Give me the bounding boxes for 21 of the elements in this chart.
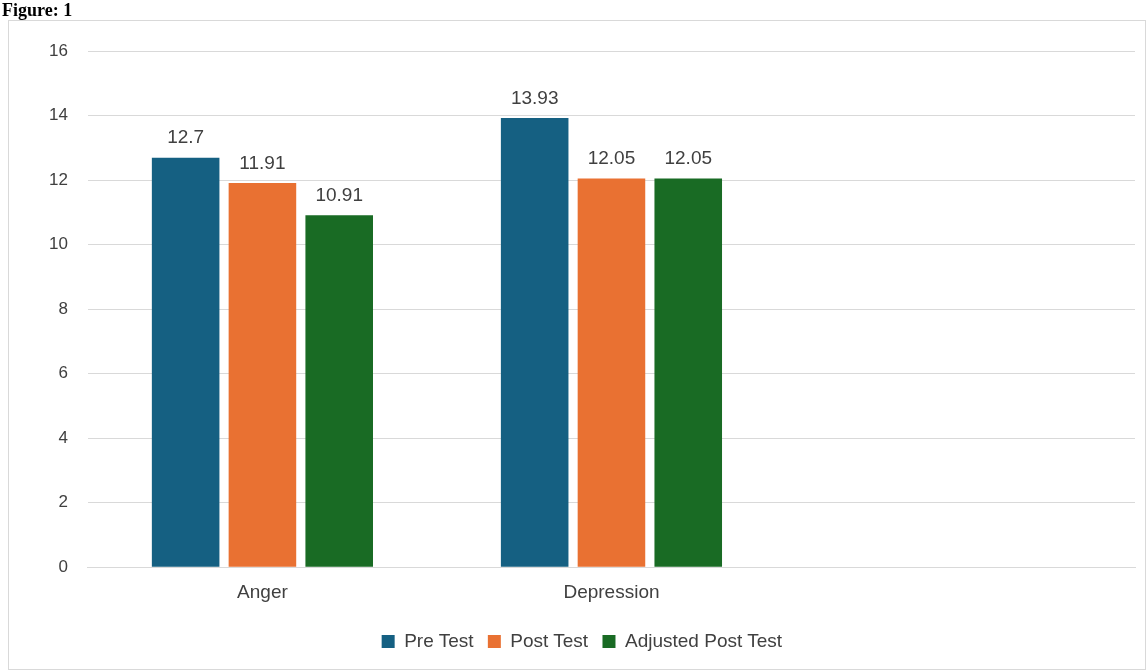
chart-title: Figure: 1 bbox=[2, 0, 73, 20]
data-label: 10.91 bbox=[315, 184, 363, 206]
legend-label: Adjusted Post Test bbox=[624, 629, 783, 651]
y-tick-label: 10 bbox=[48, 234, 68, 254]
y-tick-label: 4 bbox=[58, 427, 68, 447]
data-label: 11.91 bbox=[239, 151, 286, 173]
legend-label: Pre Test bbox=[404, 629, 475, 651]
y-tick-label: 16 bbox=[48, 40, 68, 60]
y-tick-label: 2 bbox=[58, 492, 68, 512]
data-label: 12.7 bbox=[167, 126, 205, 148]
y-tick-label: 0 bbox=[58, 556, 68, 576]
x-tick-label: Anger bbox=[237, 580, 289, 602]
y-tick-label: 8 bbox=[58, 298, 68, 318]
x-tick-label: Depression bbox=[563, 580, 660, 602]
y-tick-label: 6 bbox=[58, 363, 68, 383]
legend-label: Post Test bbox=[510, 629, 589, 651]
data-label: 12.05 bbox=[664, 147, 713, 169]
data-label: 12.05 bbox=[587, 147, 636, 169]
y-tick-label: 12 bbox=[48, 169, 68, 189]
data-label: 13.93 bbox=[510, 86, 559, 108]
y-tick-label: 14 bbox=[48, 105, 68, 125]
